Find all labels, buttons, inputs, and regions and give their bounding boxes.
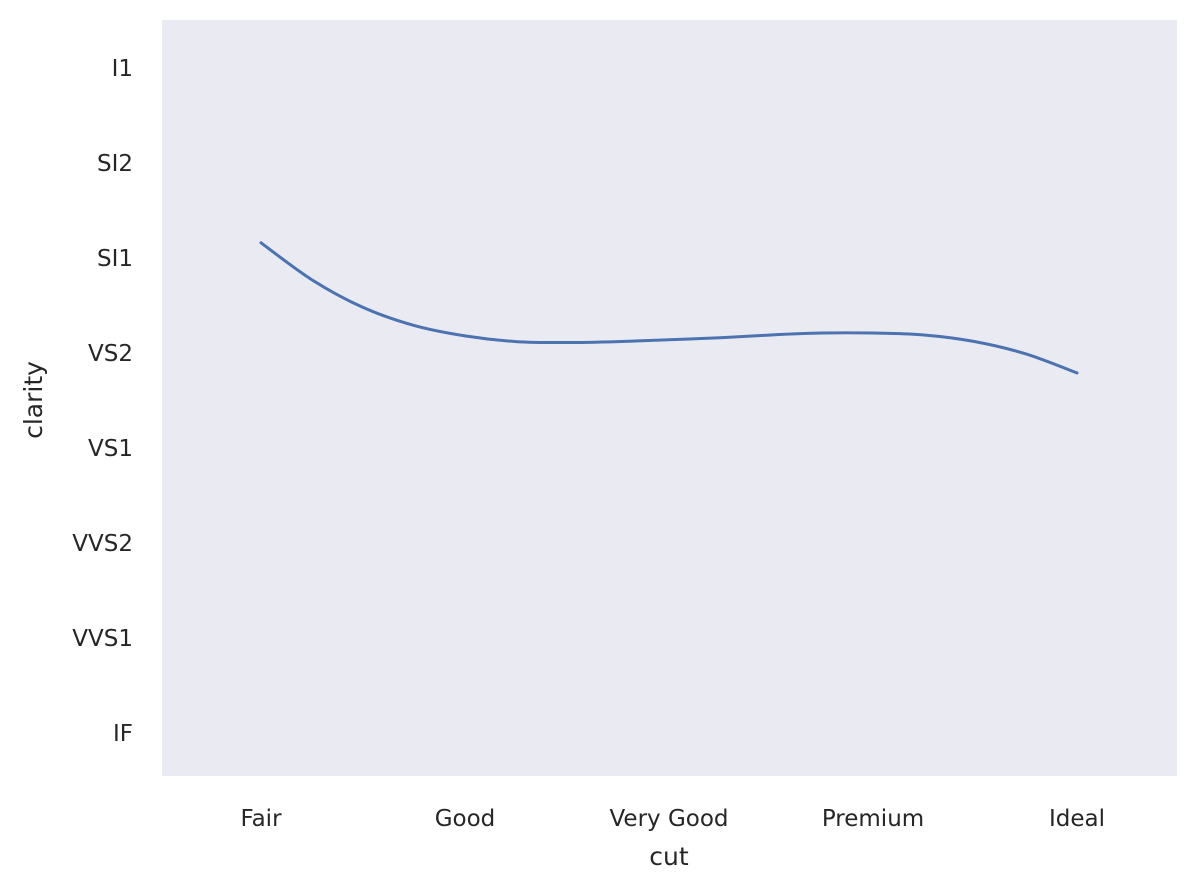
y-tick-label: SI2 (97, 151, 133, 177)
x-tick-label: Ideal (1049, 806, 1105, 832)
y-tick-label: VVS2 (72, 531, 133, 557)
x-axis-label: cut (649, 842, 689, 871)
x-tick-label: Fair (240, 806, 282, 832)
x-tick-label: Good (435, 806, 496, 832)
x-tick-label: Very Good (609, 806, 728, 832)
y-tick-label: IF (113, 721, 133, 747)
y-tick-label: VVS1 (72, 626, 133, 652)
y-axis-label: clarity (19, 361, 48, 439)
y-tick-label: VS1 (88, 436, 133, 462)
y-tick-label: SI1 (97, 246, 133, 272)
y-tick-label: I1 (112, 56, 133, 82)
y-tick-label: VS2 (88, 341, 133, 367)
series-line (259, 241, 1079, 375)
y-tick-labels: I1 SI2 SI1 VS2 VS1 VVS2 VVS1 IF (72, 56, 133, 747)
x-tick-labels: Fair Good Very Good Premium Ideal (240, 806, 1105, 832)
series-layer (259, 241, 1079, 375)
x-tick-label: Premium (822, 806, 924, 832)
plot-area (162, 20, 1177, 776)
